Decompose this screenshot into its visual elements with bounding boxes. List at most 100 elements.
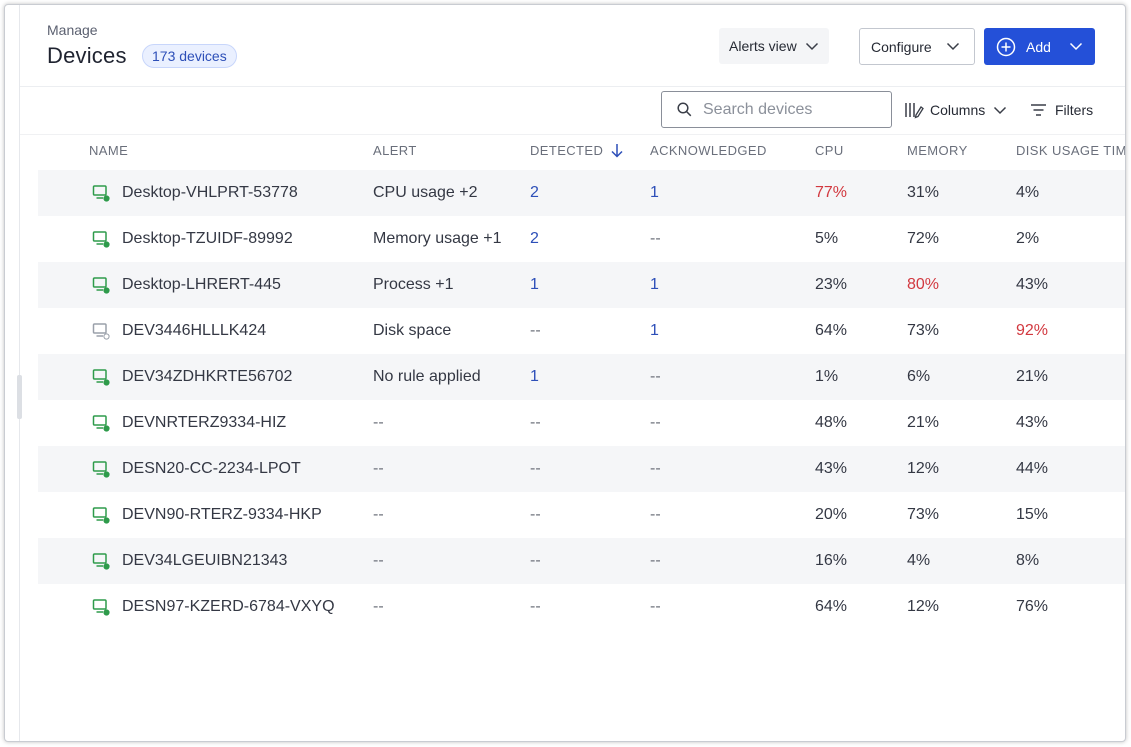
device-name[interactable]: DEVN90-RTERZ-9334-HKP bbox=[122, 506, 322, 523]
header-divider bbox=[20, 86, 1125, 87]
cell-disk: 4% bbox=[1016, 184, 1040, 201]
cell-alert: -- bbox=[373, 460, 384, 477]
cell-disk: 43% bbox=[1016, 276, 1049, 293]
cell-disk: 43% bbox=[1016, 414, 1049, 431]
cell-memory: 21% bbox=[907, 414, 940, 431]
cell-disk: 92% bbox=[1016, 322, 1049, 339]
monitor-icon bbox=[92, 368, 110, 386]
search-input[interactable] bbox=[703, 100, 873, 119]
section-label: Manage bbox=[47, 22, 98, 38]
table-row[interactable]: DEV34LGEUIBN21343 -- -- -- 16% 4% 8% bbox=[38, 538, 1125, 584]
device-name[interactable]: DEVNRTERZ9334-HIZ bbox=[122, 414, 287, 431]
device-name[interactable]: DEV34LGEUIBN21343 bbox=[122, 552, 288, 569]
table-row[interactable]: Desktop-TZUIDF-89992 Memory usage +1 2 -- 5%… bbox=[38, 216, 1125, 262]
cell-memory: 80% bbox=[907, 276, 940, 293]
cell-detected[interactable]: 2 bbox=[530, 184, 539, 201]
cell-disk: 21% bbox=[1016, 368, 1049, 385]
cell-memory: 4% bbox=[907, 552, 931, 569]
device-name[interactable]: DESN20-CC-2234-LPOT bbox=[122, 460, 301, 477]
column-header-disk-usage[interactable]: DISK USAGE TIM bbox=[1016, 143, 1126, 158]
columns-button[interactable]: Columns bbox=[904, 99, 1007, 121]
device-name[interactable]: Desktop-TZUIDF-89992 bbox=[122, 230, 293, 247]
cell-disk: 8% bbox=[1016, 552, 1040, 569]
column-header-cpu[interactable]: CPU bbox=[815, 143, 844, 158]
cell-cpu: 77% bbox=[815, 184, 848, 201]
cell-detected[interactable]: 2 bbox=[530, 230, 539, 247]
cell-acknowledged[interactable]: 1 bbox=[650, 322, 659, 339]
configure-button[interactable]: Configure bbox=[859, 28, 975, 65]
cell-alert: CPU usage +2 bbox=[373, 184, 478, 201]
device-name[interactable]: DEV34ZDHKRTE56702 bbox=[122, 368, 293, 385]
cell-disk: 44% bbox=[1016, 460, 1049, 477]
column-header-memory[interactable]: MEMORY bbox=[907, 143, 968, 158]
cell-detected[interactable]: 1 bbox=[530, 368, 539, 385]
left-border bbox=[19, 5, 20, 741]
chevron-down-icon bbox=[805, 42, 819, 51]
cell-acknowledged: -- bbox=[650, 506, 661, 523]
column-header-detected-label: DETECTED bbox=[530, 143, 604, 158]
cell-alert: Process +1 bbox=[373, 276, 454, 293]
cell-alert: -- bbox=[373, 506, 384, 523]
alerts-view-label: Alerts view bbox=[729, 38, 797, 54]
cell-alert: -- bbox=[373, 552, 384, 569]
add-button[interactable]: Add bbox=[984, 28, 1095, 65]
columns-icon bbox=[904, 100, 924, 120]
arrow-down-icon bbox=[611, 143, 623, 158]
monitor-icon bbox=[92, 506, 110, 524]
cell-detected: -- bbox=[530, 460, 541, 477]
device-name[interactable]: Desktop-VHLPRT-53778 bbox=[122, 184, 298, 201]
cell-disk: 76% bbox=[1016, 598, 1049, 615]
cell-memory: 12% bbox=[907, 460, 940, 477]
cell-detected[interactable]: 1 bbox=[530, 276, 539, 293]
column-header-detected[interactable]: DETECTED bbox=[530, 143, 623, 158]
table-row[interactable]: DEVN90-RTERZ-9334-HKP -- -- -- 20% 73% 15% bbox=[38, 492, 1125, 538]
cell-memory: 73% bbox=[907, 322, 940, 339]
filters-label: Filters bbox=[1055, 102, 1094, 118]
cell-cpu: 64% bbox=[815, 598, 848, 615]
column-header-name[interactable]: NAME bbox=[89, 143, 129, 158]
cell-acknowledged[interactable]: 1 bbox=[650, 276, 659, 293]
cell-alert: -- bbox=[373, 598, 384, 615]
table-row[interactable]: Desktop-VHLPRT-53778 CPU usage +2 2 1 77% 31%… bbox=[38, 170, 1125, 216]
search-box[interactable] bbox=[661, 91, 892, 128]
table-row[interactable]: DESN20-CC-2234-LPOT -- -- -- 43% 12% 44% bbox=[38, 446, 1125, 492]
cell-detected: -- bbox=[530, 322, 541, 339]
cell-alert: -- bbox=[373, 414, 384, 431]
chevron-down-icon bbox=[1069, 42, 1083, 51]
cell-acknowledged: -- bbox=[650, 414, 661, 431]
add-label: Add bbox=[1026, 38, 1051, 55]
table-header bbox=[20, 134, 1125, 170]
table-row[interactable]: Desktop-LHRERT-445 Process +1 1 1 23% 80% 43% bbox=[38, 262, 1125, 308]
filters-button[interactable]: Filters bbox=[1030, 99, 1093, 121]
device-name[interactable]: DESN97-KZERD-6784-VXYQ bbox=[122, 598, 335, 615]
cell-memory: 73% bbox=[907, 506, 940, 523]
cell-cpu: 1% bbox=[815, 368, 839, 385]
table-row[interactable]: DESN97-KZERD-6784-VXYQ -- -- -- 64% 12% 76% bbox=[38, 584, 1125, 630]
monitor-icon bbox=[92, 230, 110, 248]
table-row[interactable]: DEVNRTERZ9334-HIZ -- -- -- 48% 21% 43% bbox=[38, 400, 1125, 446]
column-header-acknowledged[interactable]: ACKNOWLEDGED bbox=[650, 143, 767, 158]
column-header-alert[interactable]: ALERT bbox=[373, 143, 417, 158]
monitor-icon bbox=[92, 414, 110, 432]
monitor-icon bbox=[92, 460, 110, 478]
app-window: Manage Devices 173 devices Alerts view C… bbox=[4, 4, 1126, 742]
table-row[interactable]: DEV34ZDHKRTE56702 No rule applied 1 -- 1% 6% 2… bbox=[38, 354, 1125, 400]
panel-resize-handle[interactable] bbox=[17, 375, 22, 419]
cell-alert: Disk space bbox=[373, 322, 452, 339]
page-title: Devices bbox=[47, 43, 127, 68]
alerts-view-dropdown[interactable]: Alerts view bbox=[719, 28, 829, 64]
cell-memory: 72% bbox=[907, 230, 940, 247]
cell-detected: -- bbox=[530, 506, 541, 523]
cell-acknowledged[interactable]: 1 bbox=[650, 184, 659, 201]
device-name[interactable]: DEV3446HLLLK424 bbox=[122, 322, 267, 339]
cell-memory: 12% bbox=[907, 598, 940, 615]
cell-detected: -- bbox=[530, 598, 541, 615]
monitor-icon bbox=[92, 184, 110, 202]
cell-memory: 6% bbox=[907, 368, 931, 385]
device-count-badge: 173 devices bbox=[142, 44, 237, 68]
cell-alert: No rule applied bbox=[373, 368, 481, 385]
cell-cpu: 16% bbox=[815, 552, 848, 569]
table-row[interactable]: DEV3446HLLLK424 Disk space -- 1 64% 73% 92% bbox=[38, 308, 1125, 354]
plus-circle-icon bbox=[996, 37, 1016, 57]
device-name[interactable]: Desktop-LHRERT-445 bbox=[122, 276, 281, 293]
